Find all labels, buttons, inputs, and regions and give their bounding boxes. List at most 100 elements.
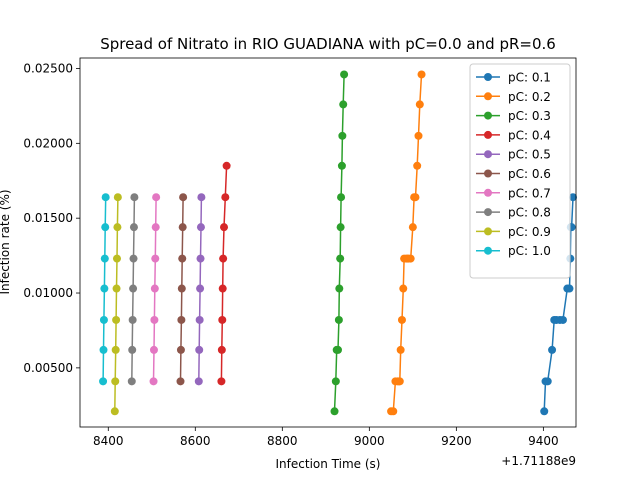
data-point bbox=[336, 223, 345, 232]
legend-marker bbox=[484, 188, 492, 197]
series-4 bbox=[217, 161, 231, 386]
y-tick-label: 0.01000 bbox=[23, 286, 73, 300]
data-point bbox=[417, 70, 426, 79]
data-point bbox=[397, 315, 406, 324]
data-point bbox=[334, 315, 343, 324]
data-point bbox=[112, 315, 121, 324]
legend-items: pC: 0.1 pC: 0.2 pC: 0.3 pC: 0.4 pC: 0.5 pC: 0… bbox=[476, 71, 551, 258]
data-point bbox=[177, 315, 186, 324]
legend-item: pC: 0.8 bbox=[476, 206, 551, 220]
x-axis-offset: +1.71188e9 bbox=[501, 454, 576, 468]
legend-label: pC: 0.1 bbox=[508, 71, 551, 85]
x-axis: 8400 8600 8800 9000 9200 9400 bbox=[93, 427, 559, 448]
series-1 bbox=[540, 193, 577, 416]
legend-item: pC: 0.1 bbox=[476, 71, 551, 85]
x-tick-label: 9000 bbox=[354, 434, 385, 448]
legend-label: pC: 0.8 bbox=[508, 206, 551, 220]
data-point bbox=[222, 161, 231, 170]
data-point bbox=[337, 161, 346, 170]
data-point bbox=[338, 131, 347, 140]
data-point bbox=[568, 193, 577, 202]
data-point bbox=[179, 193, 188, 202]
series-2 bbox=[387, 70, 426, 416]
legend-item: pC: 1.0 bbox=[476, 244, 551, 258]
legend-item: pC: 0.3 bbox=[476, 109, 551, 123]
data-point bbox=[100, 284, 109, 293]
series-line bbox=[114, 197, 119, 412]
series-5 bbox=[194, 193, 206, 386]
data-point bbox=[543, 377, 552, 386]
legend-label: pC: 0.9 bbox=[508, 225, 551, 239]
data-point bbox=[565, 284, 574, 293]
data-point bbox=[540, 407, 549, 416]
data-point bbox=[176, 345, 185, 354]
data-point bbox=[128, 345, 137, 354]
legend-item: pC: 0.7 bbox=[476, 186, 551, 200]
data-point bbox=[152, 193, 161, 202]
legend-label: pC: 0.7 bbox=[508, 186, 551, 200]
x-tick-label: 8600 bbox=[180, 434, 211, 448]
data-point bbox=[219, 254, 228, 263]
data-point bbox=[415, 100, 424, 109]
plot-frame bbox=[79, 57, 577, 428]
legend-box bbox=[469, 63, 571, 279]
data-point bbox=[218, 315, 227, 324]
legend-item: pC: 0.4 bbox=[476, 128, 551, 142]
y-tick-label: 0.02000 bbox=[23, 136, 73, 150]
data-point bbox=[113, 223, 122, 232]
data-point bbox=[408, 223, 417, 232]
data-point bbox=[195, 315, 204, 324]
legend-item: pC: 0.2 bbox=[476, 90, 551, 104]
data-point bbox=[548, 345, 557, 354]
data-point bbox=[411, 193, 420, 202]
legend-label: pC: 0.3 bbox=[508, 109, 551, 123]
legend: pC: 0.1 pC: 0.2 pC: 0.3 pC: 0.4 pC: 0.5 pC: 0… bbox=[469, 63, 571, 279]
data-point bbox=[129, 254, 138, 263]
data-point bbox=[111, 377, 120, 386]
legend-label: pC: 0.6 bbox=[508, 167, 551, 181]
data-point bbox=[339, 100, 348, 109]
data-point bbox=[221, 193, 230, 202]
legend-marker bbox=[484, 73, 492, 81]
series-10 bbox=[99, 193, 110, 386]
data-point bbox=[178, 223, 187, 232]
data-point bbox=[127, 377, 136, 386]
x-tick-label: 8400 bbox=[93, 434, 124, 448]
data-point bbox=[196, 223, 205, 232]
data-point bbox=[558, 315, 567, 324]
data-point bbox=[113, 193, 122, 202]
x-axis-label: Infection Time (s) bbox=[276, 457, 381, 471]
series-8 bbox=[127, 193, 139, 386]
legend-marker bbox=[484, 92, 492, 101]
chart-title: Spread of Nitrato in RIO GUADIANA with p… bbox=[100, 35, 556, 53]
data-point bbox=[197, 193, 206, 202]
data-point bbox=[110, 407, 119, 416]
data-point bbox=[101, 193, 110, 202]
legend-item: pC: 0.6 bbox=[476, 167, 551, 181]
data-point bbox=[112, 254, 121, 263]
data-point bbox=[178, 254, 187, 263]
data-point bbox=[336, 254, 345, 263]
legend-item: pC: 0.5 bbox=[476, 148, 551, 162]
data-point bbox=[220, 223, 229, 232]
legend-marker bbox=[484, 130, 492, 139]
y-tick-label: 0.01500 bbox=[23, 211, 73, 225]
data-point bbox=[194, 377, 203, 386]
data-point bbox=[396, 345, 405, 354]
data-point bbox=[389, 407, 398, 416]
data-point bbox=[101, 223, 110, 232]
data-point bbox=[196, 254, 205, 263]
data-point bbox=[149, 377, 158, 386]
data-point bbox=[128, 315, 137, 324]
series-9 bbox=[110, 193, 122, 416]
data-point bbox=[150, 284, 159, 293]
data-point bbox=[112, 284, 121, 293]
data-point bbox=[196, 284, 205, 293]
data-point bbox=[217, 345, 226, 354]
legend-marker bbox=[484, 150, 492, 159]
y-axis: 0.00500 0.01000 0.01500 0.02000 0.02500 bbox=[23, 61, 80, 375]
series-line bbox=[333, 74, 345, 412]
legend-marker bbox=[484, 246, 492, 255]
legend-label: pC: 0.2 bbox=[508, 90, 551, 104]
data-point bbox=[151, 254, 160, 263]
